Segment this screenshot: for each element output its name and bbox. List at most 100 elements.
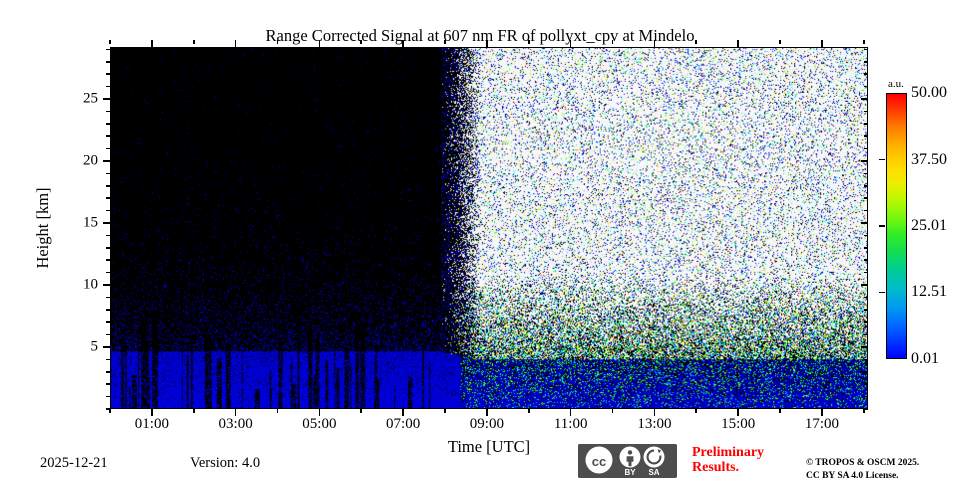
y-tick-mark-right (864, 296, 868, 299)
x-tick-mark-top (234, 40, 237, 47)
y-tick-mark (103, 222, 110, 224)
y-tick-mark-right (864, 371, 868, 373)
y-tick-mark-right (864, 135, 868, 138)
colorbar-tick-label: 37.50 (911, 150, 947, 168)
y-tick-mark (106, 247, 110, 249)
y-tick-mark-right (864, 61, 868, 63)
x-tick-mark-top (821, 40, 823, 47)
y-tick-mark (106, 135, 110, 138)
y-tick-mark (106, 296, 110, 299)
colorbar-tick-label: 25.01 (911, 216, 947, 234)
y-tick-label: 25 (83, 90, 98, 107)
svg-text:SA: SA (648, 468, 659, 477)
y-tick-mark-right (861, 222, 868, 224)
x-tick-mark-top (360, 40, 363, 44)
page-title: Range Corrected Signal at 607 nm FR of p… (265, 26, 695, 45)
y-tick-mark (106, 110, 110, 113)
x-tick-mark (402, 409, 404, 416)
y-tick-mark-right (864, 333, 868, 336)
y-tick-mark-right (864, 73, 868, 76)
x-tick-mark (653, 409, 656, 416)
x-tick-mark (109, 409, 111, 413)
preliminary-line-2: Results. (692, 459, 740, 475)
y-tick-mark-right (864, 48, 868, 51)
heatmap-canvas (111, 48, 867, 408)
x-tick-mark-top (276, 40, 279, 44)
y-axis-title: Height [km] (33, 187, 52, 269)
x-tick-mark (863, 409, 865, 413)
y-tick-mark (106, 73, 110, 76)
y-tick-mark (106, 172, 110, 175)
y-tick-mark-right (861, 160, 868, 162)
x-tick-label: 15:00 (721, 416, 756, 432)
y-tick-mark-right (861, 284, 868, 286)
heatmap-plot-area (110, 47, 868, 409)
colorbar-tick-mark (879, 225, 885, 227)
y-tick-mark (106, 209, 110, 212)
x-tick-mark-top (779, 40, 781, 44)
y-tick-mark-right (864, 197, 868, 200)
y-tick-mark (106, 271, 110, 274)
x-tick-label: 13:00 (637, 416, 672, 432)
y-tick-mark (106, 408, 110, 410)
x-tick-label: 17:00 (804, 416, 840, 432)
x-tick-mark (444, 409, 446, 413)
preliminary-results-note: Preliminary Results. (692, 445, 802, 475)
y-tick-mark-right (864, 234, 868, 237)
x-tick-mark-top (695, 40, 698, 44)
y-tick-mark (106, 383, 110, 385)
x-tick-mark (276, 409, 279, 413)
x-tick-mark (779, 409, 781, 413)
y-tick-mark (106, 333, 110, 336)
x-tick-mark-top (863, 40, 865, 44)
colorbar-tick-label: 0.01 (911, 350, 939, 367)
y-tick-mark (103, 160, 110, 162)
x-tick-label: 01:00 (134, 416, 169, 432)
x-tick-mark-top (569, 40, 572, 47)
x-tick-mark (151, 409, 153, 416)
x-tick-label: 07:00 (386, 416, 421, 432)
x-tick-mark-top (192, 40, 195, 44)
y-tick-label: 20 (83, 152, 98, 169)
colorbar-tick-mark (879, 158, 885, 161)
x-tick-mark (360, 409, 363, 413)
preliminary-line-1: Preliminary (692, 445, 765, 460)
y-tick-mark-right (864, 172, 868, 175)
footer-version: Version: 4.0 (190, 455, 261, 471)
x-tick-label: 11:00 (553, 416, 588, 432)
x-tick-mark-top (737, 40, 739, 47)
y-tick-mark (106, 309, 110, 311)
x-tick-mark (569, 409, 572, 416)
x-tick-mark-top (444, 40, 446, 44)
copyright-line-1: © TROPOS & OSCM 2025. (806, 458, 920, 468)
y-tick-mark (106, 197, 110, 200)
y-tick-label: 5 (90, 338, 99, 355)
y-tick-mark-right (864, 110, 868, 113)
x-axis-title: Time [UTC] (447, 437, 531, 456)
x-tick-label: 05:00 (302, 416, 337, 432)
x-tick-label: 03:00 (218, 416, 253, 432)
y-tick-mark (106, 147, 110, 150)
x-tick-mark-top (653, 40, 656, 47)
colorbar (886, 93, 907, 359)
x-tick-mark-top (109, 40, 111, 44)
copyright-block: © TROPOS & OSCM 2025. CC BY SA 4.0 Licen… (806, 457, 919, 483)
footer-date: 2025-12-21 (40, 455, 108, 471)
y-tick-mark-right (864, 395, 868, 398)
x-tick-mark (318, 409, 321, 416)
y-tick-mark-right (864, 185, 868, 187)
x-tick-mark (192, 409, 195, 413)
x-tick-mark-top (611, 40, 614, 44)
y-tick-mark-right (864, 408, 868, 410)
y-tick-mark-right (864, 259, 868, 262)
x-tick-mark (737, 409, 739, 416)
y-tick-mark (106, 85, 110, 88)
y-tick-mark (103, 284, 110, 286)
colorbar-tick-mark (879, 291, 885, 294)
y-tick-mark (106, 234, 110, 237)
colorbar-tick-label: 12.51 (911, 283, 947, 301)
y-tick-mark-right (861, 346, 868, 348)
y-tick-mark (106, 48, 110, 51)
y-tick-label: 15 (83, 214, 98, 231)
